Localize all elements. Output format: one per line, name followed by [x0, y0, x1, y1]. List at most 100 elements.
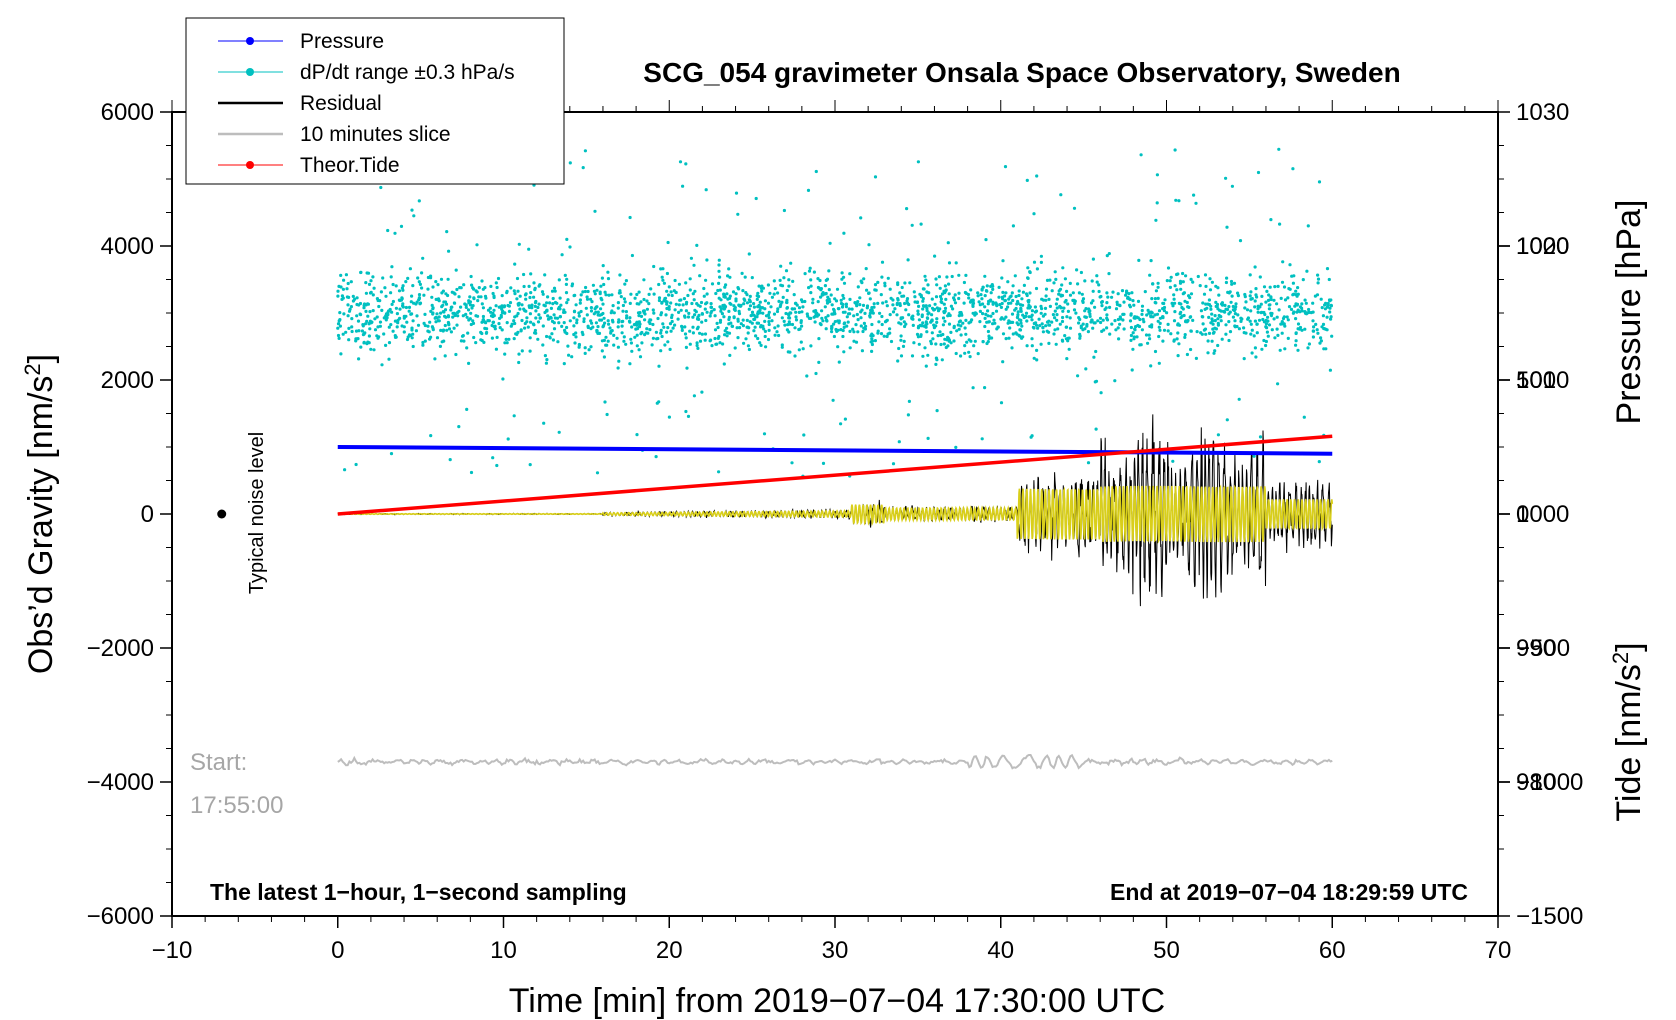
- dpdt-point: [880, 322, 884, 327]
- dpdt-point: [1147, 311, 1151, 315]
- dpdt-point: [1203, 327, 1208, 331]
- dpdt-point: [778, 278, 782, 282]
- dpdt-point: [917, 304, 921, 308]
- dpdt-point: [1025, 319, 1029, 323]
- dpdt-point: [847, 307, 851, 311]
- dpdt-point: [1176, 354, 1180, 358]
- dpdt-point: [968, 300, 973, 304]
- dpdt-point: [482, 320, 487, 324]
- dpdt-point: [586, 325, 590, 330]
- dpdt-point: [646, 331, 650, 335]
- axis-ticks: −10 0 10 20 30 40 50 60 70−6000−4000−20000200040…: [87, 99, 1584, 964]
- dpdt-point: [1017, 293, 1021, 298]
- end-time-note: End at 2019−07−04 18:29:59 UTC: [1110, 879, 1468, 905]
- dpdt-point: [830, 330, 834, 334]
- dpdt-point: [971, 304, 975, 308]
- dpdt-point: [647, 292, 651, 296]
- dpdt-point: [372, 348, 376, 352]
- dpdt-point: [1162, 301, 1166, 306]
- dpdt-point: [821, 319, 825, 323]
- dpdt-point: [1291, 281, 1295, 285]
- dpdt-point: [456, 314, 460, 318]
- dpdt-point: [610, 329, 614, 333]
- dpdt-point: [727, 331, 732, 335]
- dpdt-point: [390, 265, 394, 269]
- dpdt-point: [663, 343, 667, 347]
- dpdt-point: [640, 330, 644, 335]
- dpdt-point: [1268, 303, 1272, 307]
- straight-series-layer: [337, 434, 1333, 516]
- dpdt-point: [1158, 321, 1162, 325]
- dpdt-point: [565, 237, 569, 241]
- dpdt-point: [564, 282, 569, 286]
- dpdt-point: [453, 313, 457, 318]
- dpdt-point: [766, 337, 771, 342]
- dpdt-point: [978, 309, 983, 313]
- dpdt-point: [797, 310, 801, 314]
- dpdt-point: [947, 292, 951, 296]
- dpdt-point: [1025, 293, 1029, 298]
- dpdt-point: [1264, 339, 1268, 344]
- dpdt-point: [989, 291, 993, 295]
- dpdt-point: [585, 313, 589, 317]
- dpdt-point: [985, 341, 989, 346]
- dpdt-point: [625, 314, 629, 318]
- dpdt-point: [895, 313, 899, 317]
- dpdt-point: [790, 307, 794, 311]
- legend-label-residual: Residual: [300, 92, 382, 115]
- dpdt-point: [1216, 343, 1220, 348]
- dpdt-point: [983, 324, 987, 329]
- dpdt-point: [657, 298, 662, 303]
- y-axis-title: Obs’d Gravity [nm/s2]: [20, 354, 61, 674]
- dpdt-point: [700, 390, 704, 394]
- dpdt-point: [947, 261, 952, 265]
- dpdt-point: [1194, 201, 1198, 205]
- dpdt-point: [509, 324, 513, 328]
- dpdt-point: [605, 412, 609, 417]
- dpdt-point: [579, 309, 583, 314]
- dpdt-point: [980, 297, 984, 301]
- dpdt-point: [582, 317, 586, 321]
- dpdt-point: [684, 309, 689, 313]
- dpdt-point: [924, 323, 928, 327]
- dpdt-point: [800, 324, 804, 328]
- dpdt-point: [671, 326, 675, 330]
- dpdt-point: [518, 307, 522, 311]
- dpdt-point: [879, 293, 883, 297]
- dpdt-point: [635, 321, 639, 325]
- dpdt-point: [1004, 337, 1008, 341]
- dpdt-point: [1276, 382, 1280, 386]
- dpdt-point: [412, 301, 416, 305]
- dpdt-point: [628, 215, 632, 220]
- dpdt-point: [688, 288, 692, 292]
- dpdt-point: [589, 297, 593, 301]
- dpdt-point: [1224, 307, 1228, 311]
- dpdt-point: [880, 260, 885, 264]
- dpdt-point: [592, 312, 596, 316]
- y-tick-label: −2000: [87, 635, 154, 662]
- dpdt-point: [1277, 308, 1281, 312]
- dpdt-point: [1183, 333, 1187, 337]
- dpdt-point: [693, 308, 697, 312]
- x-tick-label: 50: [1153, 937, 1180, 964]
- dpdt-point: [1196, 274, 1200, 279]
- dpdt-point: [1113, 319, 1117, 323]
- dpdt-point: [949, 304, 954, 308]
- dpdt-point: [745, 318, 749, 322]
- dpdt-point: [1228, 330, 1233, 334]
- dpdt-point: [1140, 328, 1144, 332]
- dpdt-point: [717, 470, 721, 474]
- dpdt-point: [1224, 332, 1228, 336]
- dpdt-point: [583, 149, 588, 153]
- x-tick-label: 40: [987, 937, 1014, 964]
- dpdt-point: [659, 331, 663, 335]
- dpdt-point: [1212, 330, 1216, 334]
- dpdt-point: [505, 341, 509, 345]
- dpdt-point: [1304, 312, 1309, 316]
- dpdt-point: [984, 238, 988, 242]
- dpdt-point: [940, 292, 945, 296]
- dpdt-point: [411, 332, 415, 336]
- dpdt-point: [891, 303, 895, 307]
- dpdt-point: [1088, 312, 1092, 316]
- dpdt-point: [623, 282, 627, 286]
